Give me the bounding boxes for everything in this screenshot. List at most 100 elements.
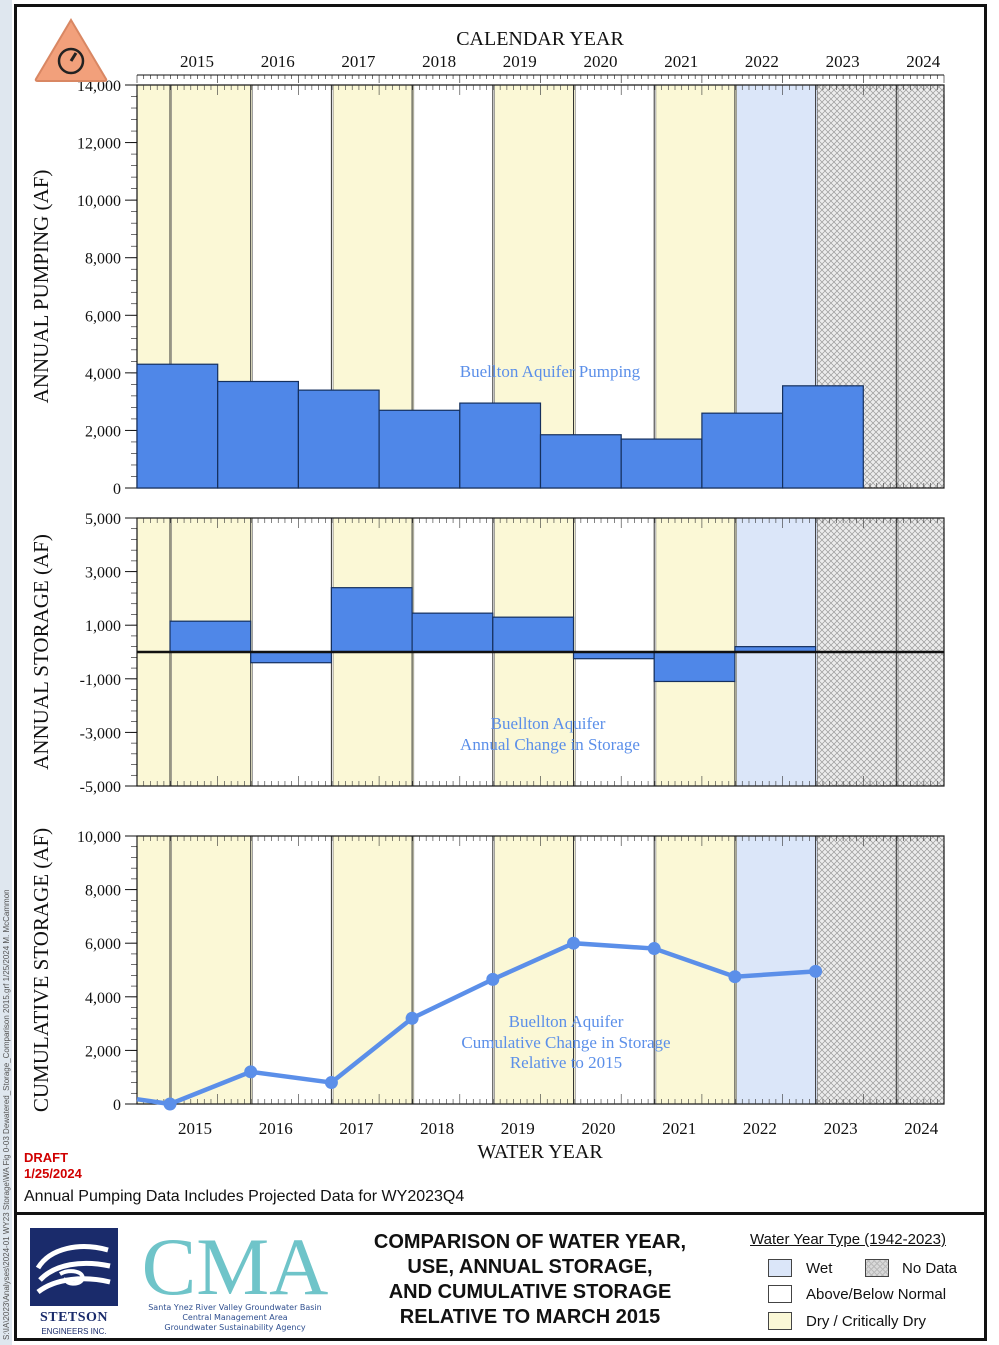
panel-3 [136, 835, 945, 1105]
storage-bar [492, 616, 575, 653]
band-dry [494, 836, 576, 1104]
y-tick-label: 8,000 [85, 883, 121, 900]
cumulative-point [809, 964, 823, 978]
charts-svg: 0 2,000 4,000 6,000 8,000 10,000 12,000 14,000 A… [29, 28, 945, 1163]
top-axis-label: 2022 [745, 52, 779, 71]
legend-label-normal: Above/Below Normal [806, 1286, 947, 1303]
pumping-bar [781, 385, 864, 489]
storage-annotation-2: Annual Change in Storage [460, 735, 640, 754]
top-axis-label: 2019 [503, 52, 537, 71]
figure-title: COMPARISON OF WATER YEAR, USE, ANNUAL ST… [345, 1230, 715, 1330]
x-tick-label: 2016 [259, 1119, 293, 1138]
legend-label-dry: Dry / Critically Dry [806, 1313, 926, 1330]
top-axis-label: 2023 [826, 52, 860, 71]
pumping-bar [620, 438, 703, 489]
cma-subtitle-3: Groundwater Sustainability Agency [164, 1323, 305, 1332]
band-dry [171, 836, 253, 1104]
y-tick-label: -1,000 [80, 672, 121, 689]
legend-label-nodata: No Data [902, 1260, 958, 1277]
legend-swatch-normal [768, 1285, 792, 1303]
cumulative-line [136, 940, 816, 1107]
draft-date: 1/25/2024 [24, 1166, 82, 1181]
cumulative-point [244, 1065, 258, 1079]
y-tick-label: 10,000 [77, 193, 121, 210]
pumping-bar [539, 434, 622, 489]
pumping-bar [136, 363, 219, 489]
band-dry [333, 836, 414, 1104]
y-tick-label: 5,000 [85, 511, 121, 528]
stetson-name: STETSON [39, 1310, 109, 1325]
y-tick-label: 4,000 [85, 366, 121, 383]
top-axis-title: CALENDAR YEAR [456, 28, 624, 50]
band-above-below-normal [575, 836, 656, 1104]
y-tick-label: -5,000 [80, 779, 121, 796]
y-tick-label: 2,000 [85, 423, 121, 440]
stetson-logo [30, 1228, 118, 1306]
cumulative-point [728, 970, 742, 984]
draft-stamp: DRAFT 1/25/2024 [24, 1150, 82, 1182]
y-tick-label: 2,000 [85, 1043, 121, 1060]
x-tick-label: 2021 [662, 1119, 696, 1138]
title-line-1: COMPARISON OF WATER YEAR, [373, 1231, 687, 1253]
storage-annotation-1: Buellton Aquifer [491, 714, 606, 733]
pumping-bar [297, 389, 380, 489]
cumulative-point [405, 1011, 419, 1025]
y-axis-title: ANNUAL STORAGE (AF) [29, 534, 53, 770]
warning-gauge-icon [34, 18, 108, 82]
top-axis-label: 2016 [261, 52, 295, 71]
y-tick-label: 0 [113, 1097, 121, 1114]
pumping-bar [217, 380, 299, 489]
cumulative-annotation-3: Relative to 2015 [510, 1053, 622, 1072]
y-tick-label: 4,000 [85, 990, 121, 1007]
band-above-below-normal [413, 836, 495, 1104]
y-axis-title: ANNUAL PUMPING (AF) [29, 170, 53, 404]
y-tick-label: 1,000 [85, 618, 121, 635]
band-above-below-normal [252, 836, 334, 1104]
cma-letters: CMA [142, 1222, 329, 1312]
x-tick-label: 2022 [743, 1119, 777, 1138]
legend-swatch-nodata [865, 1259, 889, 1277]
top-axis-label: 2018 [422, 52, 456, 71]
x-tick-label: 2017 [339, 1119, 374, 1138]
cumulative-point [163, 1097, 177, 1111]
cumulative-annotation-1: Buellton Aquifer [509, 1012, 624, 1031]
title-line-3: AND CUMULATIVE STORAGE [388, 1281, 672, 1303]
top-axis-label: 2024 [906, 52, 941, 71]
top-axis-label: 2017 [341, 52, 376, 71]
y-tick-label: 10,000 [77, 829, 121, 846]
y-tick-label: 6,000 [85, 308, 121, 325]
storage-bar [653, 651, 736, 683]
x-tick-label: 2020 [582, 1119, 616, 1138]
band-dry [137, 836, 172, 1104]
y-tick-label: 3,000 [85, 565, 121, 582]
band-no-data [817, 836, 944, 1104]
cma-subtitle-1: Santa Ynez River Valley Groundwater Basi… [148, 1303, 322, 1312]
legend-title: Water Year Type (1942-2023) [750, 1231, 946, 1248]
x-tick-label: 2024 [904, 1119, 939, 1138]
title-line-4: RELATIVE TO MARCH 2015 [399, 1306, 661, 1328]
draft-label: DRAFT [24, 1150, 69, 1165]
cma-logo: CMA Santa Ynez River Valley Groundwater … [142, 1222, 329, 1332]
stetson-subtitle: ENGINEERS INC. [41, 1327, 107, 1336]
y-tick-label: 14,000 [77, 78, 121, 95]
y-tick-label: -3,000 [80, 725, 121, 742]
x-tick-label: 2023 [824, 1119, 858, 1138]
storage-bar [250, 651, 332, 664]
y-axis-title: CUMULATIVE STORAGE (AF) [29, 828, 53, 1112]
legend-label-wet: Wet [806, 1260, 833, 1277]
top-axis-label: 2015 [180, 52, 214, 71]
band-above-below-normal [575, 85, 656, 488]
x-tick-label: 2018 [420, 1119, 454, 1138]
y-tick-label: 8,000 [85, 251, 121, 268]
y-tick-label: 0 [113, 481, 121, 498]
pumping-annotation: Buellton Aquifer Pumping [460, 362, 641, 381]
top-axis-label: 2020 [584, 52, 618, 71]
pumping-bar [701, 412, 784, 489]
y-tick-label: 12,000 [77, 136, 121, 153]
pumping-bar [378, 409, 461, 489]
footer-divider [17, 1212, 984, 1215]
cumulative-annotation-2: Cumulative Change in Storage [461, 1033, 670, 1052]
cma-subtitle-2: Central Management Area [182, 1313, 287, 1322]
x-tick-label: 2015 [178, 1119, 212, 1138]
left-margin-stripe [0, 0, 12, 1345]
